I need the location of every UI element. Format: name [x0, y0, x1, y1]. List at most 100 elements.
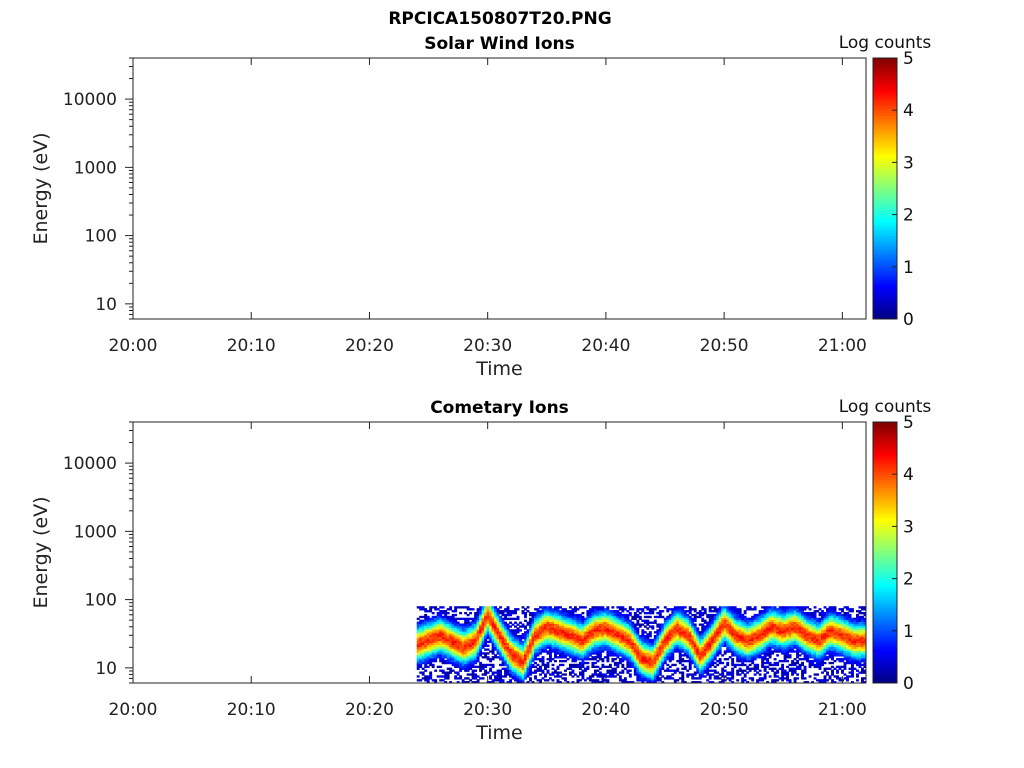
spectrogram-cell: [549, 615, 552, 619]
spectrogram-cell: [479, 677, 483, 680]
spectrogram-cell: [601, 623, 605, 626]
spectrogram-cell: [444, 681, 448, 684]
spectrogram-cell: [763, 619, 767, 622]
spectrogram-cell: [641, 629, 645, 632]
spectrogram-cell: [494, 615, 498, 619]
spectrogram-cell: [593, 648, 597, 651]
spectrogram-cell: [751, 625, 755, 628]
spectrogram-cell: [701, 658, 705, 661]
spectrogram-cell: [621, 638, 625, 642]
spectrogram-cell: [514, 638, 517, 642]
spectrogram-cell: [771, 667, 775, 670]
spectrogram-cell: [631, 658, 635, 661]
spectrogram-cell: [461, 617, 465, 621]
spectrogram-cell: [494, 619, 498, 622]
spectrogram-cell: [494, 633, 498, 636]
spectrogram-cell: [721, 623, 725, 626]
spectrogram-cell: [766, 665, 770, 669]
spectrogram-cell: [703, 667, 707, 670]
spectrogram-cell: [496, 673, 500, 676]
spectrogram-cell: [608, 623, 612, 626]
spectrogram-cell: [658, 629, 662, 632]
spectrogram-cell: [728, 627, 732, 630]
spectrogram-cell: [666, 656, 670, 659]
spectrogram-cell: [424, 613, 428, 617]
spectrogram-cell: [454, 659, 458, 663]
spectrogram-cell: [731, 675, 735, 678]
spectrogram-cell: [496, 675, 500, 678]
spectrogram-cell: [596, 613, 600, 617]
spectrogram-cell: [691, 658, 695, 661]
spectrogram-cell: [469, 621, 473, 624]
spectrogram-cell: [798, 646, 802, 649]
spectrogram-cell: [471, 633, 475, 636]
spectrogram-cell: [736, 613, 740, 617]
spectrogram-cell: [434, 648, 438, 651]
spectrogram-cell: [786, 629, 790, 632]
spectrogram-cell: [539, 633, 542, 636]
spectrogram-cell: [743, 621, 747, 624]
spectrogram-cell: [606, 631, 610, 634]
spectrogram-cell: [601, 679, 605, 682]
spectrogram-cell: [606, 625, 610, 628]
spectrogram-cell: [791, 667, 795, 670]
spectrogram-cell: [539, 665, 542, 669]
spectrogram-cell: [578, 629, 582, 632]
spectrogram-cell: [766, 611, 770, 615]
spectrogram-cell: [566, 681, 570, 684]
spectrogram-cell: [539, 635, 542, 638]
spectrogram-cell: [591, 675, 595, 678]
spectrogram-cell: [678, 619, 682, 622]
spectrogram-cell: [489, 631, 493, 634]
spectrogram-cell: [466, 650, 470, 653]
spectrogram-cell: [626, 681, 630, 684]
spectrogram-cell: [566, 631, 570, 634]
spectrogram-cell: [751, 658, 755, 661]
spectrogram-cell: [623, 633, 627, 636]
spectrogram-cell: [768, 648, 772, 651]
spectrogram-cell: [578, 631, 582, 634]
spectrogram-cell: [583, 617, 587, 621]
spectrogram-cell: [728, 606, 732, 609]
spectrogram-cell: [544, 663, 547, 667]
spectrogram-cell: [676, 608, 680, 611]
spectrogram-cell: [454, 677, 458, 680]
spectrogram-cell: [541, 636, 545, 640]
spectrogram-cell: [489, 663, 493, 667]
spectrogram-cell: [506, 673, 510, 676]
spectrogram-cell: [539, 610, 542, 613]
spectrogram-cell: [703, 638, 707, 642]
colorbar-strip: [873, 272, 897, 276]
spectrogram-cell: [466, 636, 470, 640]
spectrogram-cell: [621, 659, 625, 663]
spectrogram-cell: [678, 642, 682, 646]
spectrogram-cell: [628, 661, 632, 665]
spectrogram-cell: [476, 679, 480, 682]
spectrogram-cell: [559, 636, 562, 640]
spectrogram-cell: [588, 640, 592, 644]
spectrogram-cell: [529, 661, 532, 665]
spectrogram-cell: [696, 644, 700, 647]
spectrogram-cell: [466, 606, 470, 609]
spectrogram-cell: [479, 652, 483, 655]
spectrogram-cell: [738, 650, 742, 653]
spectrogram-cell: [696, 638, 700, 642]
spectrogram-cell: [588, 625, 592, 628]
spectrogram-cell: [449, 661, 453, 665]
spectrogram-cell: [434, 656, 438, 659]
spectrogram-cell: [611, 633, 615, 636]
spectrogram-cell: [798, 663, 802, 667]
spectrogram-cell: [653, 644, 657, 647]
spectrogram-cell: [688, 608, 692, 611]
spectrogram-cell: [568, 667, 572, 670]
spectrogram-cell: [566, 621, 570, 624]
spectrogram-cell: [781, 667, 785, 670]
spectrogram-cell: [641, 675, 645, 678]
spectrogram-cell: [788, 640, 792, 644]
spectrogram-cell: [481, 615, 485, 619]
spectrogram-cell: [554, 629, 557, 632]
spectrogram-cell: [554, 652, 557, 655]
spectrogram-cell: [464, 648, 468, 651]
spectrogram-cell: [793, 671, 797, 674]
spectrogram-cell: [554, 671, 557, 674]
